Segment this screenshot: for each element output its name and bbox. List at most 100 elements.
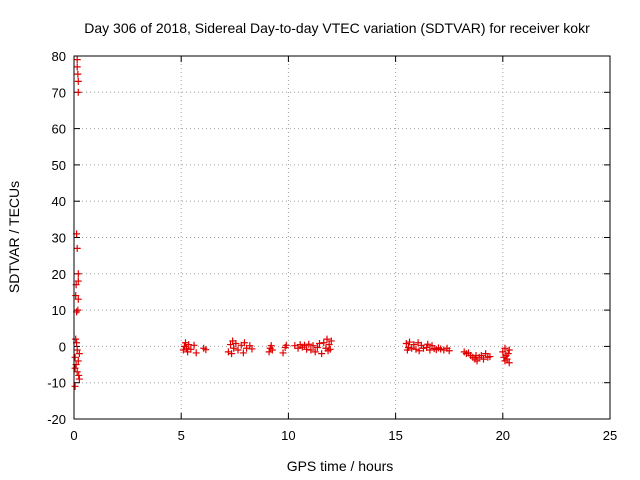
data-point	[327, 337, 335, 345]
data-point	[74, 88, 82, 96]
data-point	[74, 306, 82, 314]
data-point	[240, 339, 248, 347]
data-point	[227, 341, 235, 349]
data-point	[437, 345, 445, 353]
data-point	[311, 348, 319, 356]
data-point	[307, 346, 315, 354]
data-point	[323, 335, 331, 343]
data-point	[408, 344, 416, 352]
data-point	[313, 343, 321, 351]
data-point	[303, 345, 311, 353]
data-point	[187, 345, 195, 353]
data-point	[267, 342, 275, 350]
data-point	[268, 346, 276, 354]
data-point	[402, 339, 410, 347]
x-axis-label: GPS time / hours	[287, 458, 394, 474]
data-point	[72, 292, 80, 300]
chart-title: Day 306 of 2018, Sidereal Day-to-day VTE…	[84, 20, 590, 36]
data-point	[181, 339, 189, 347]
data-point	[480, 355, 488, 363]
y-tick-label: 20	[52, 267, 66, 282]
plot-frame	[73, 55, 611, 420]
x-tick-label: 25	[603, 428, 617, 443]
data-point	[505, 346, 513, 354]
y-tick-label: 30	[52, 231, 66, 246]
data-point	[412, 345, 420, 353]
x-tick-label: 10	[281, 428, 295, 443]
data-point	[73, 346, 81, 354]
data-point	[202, 346, 210, 354]
y-tick-label: 70	[52, 85, 66, 100]
data-point	[265, 348, 273, 356]
y-tick-label: -10	[47, 376, 66, 391]
data-point	[445, 347, 453, 355]
data-point	[477, 351, 485, 359]
data-point	[424, 340, 432, 348]
data-point	[426, 346, 434, 354]
y-tick-label: 80	[52, 49, 66, 64]
data-point	[486, 353, 494, 361]
data-point	[410, 341, 418, 349]
y-tick-label: 50	[52, 158, 66, 173]
data-point	[248, 345, 256, 353]
data-point	[404, 343, 412, 351]
data-point	[74, 295, 82, 303]
data-point	[309, 342, 317, 350]
data-point	[282, 341, 290, 349]
data-point	[419, 344, 427, 352]
data-point	[499, 348, 507, 356]
data-point	[505, 359, 513, 367]
x-tick-label: 0	[70, 428, 77, 443]
data-point	[232, 339, 240, 347]
data-point	[239, 349, 247, 357]
data-point	[320, 339, 328, 347]
data-point	[318, 350, 326, 358]
data-point	[482, 350, 490, 358]
data-point	[74, 70, 82, 78]
data-point	[74, 270, 82, 278]
y-axis-label: SDTVAR / TECUs	[6, 181, 22, 293]
data-point	[228, 350, 236, 358]
data-point	[279, 349, 287, 357]
data-points	[71, 56, 513, 390]
data-point	[183, 344, 191, 352]
x-tick-label: 15	[388, 428, 402, 443]
data-point	[71, 364, 79, 372]
data-point	[501, 344, 509, 352]
data-point	[234, 346, 242, 354]
data-point	[74, 77, 82, 85]
y-tick-label: -20	[47, 412, 66, 427]
data-point	[75, 350, 83, 358]
data-point	[73, 244, 81, 252]
data-point	[504, 350, 512, 358]
data-point	[74, 357, 82, 365]
data-point	[503, 355, 511, 363]
data-point	[300, 341, 308, 349]
data-point	[75, 371, 83, 379]
data-point	[326, 345, 334, 353]
data-point	[71, 382, 79, 390]
data-point	[224, 348, 232, 356]
x-tick-label: 5	[178, 428, 185, 443]
data-point	[73, 368, 81, 376]
data-point	[406, 338, 414, 346]
data-point	[230, 344, 238, 352]
x-axis-ticks: 0 5 10 15 20 25	[70, 56, 617, 443]
data-point	[75, 375, 83, 383]
data-point	[325, 341, 333, 349]
y-tick-label: 40	[52, 194, 66, 209]
data-point	[74, 277, 82, 285]
data-point	[72, 335, 80, 343]
data-point	[71, 353, 79, 361]
data-point	[315, 339, 323, 347]
data-point	[73, 56, 81, 64]
grid-lines	[74, 56, 610, 419]
data-point	[415, 347, 423, 355]
y-axis-ticks: -20 -10 0 10 20 30 40 50 60 70 80	[47, 49, 610, 427]
x-tick-label: 20	[496, 428, 510, 443]
data-point	[305, 340, 313, 348]
data-point	[190, 341, 198, 349]
data-point	[73, 63, 81, 71]
y-tick-label: 60	[52, 122, 66, 137]
